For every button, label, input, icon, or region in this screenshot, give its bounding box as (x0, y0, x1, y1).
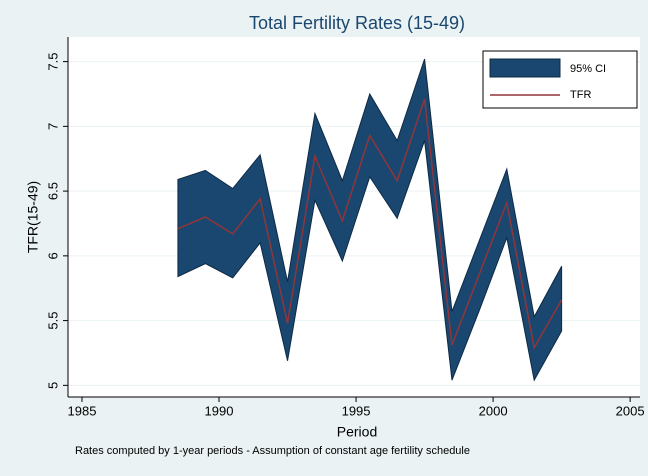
y-tick-label: 6.5 (45, 182, 60, 200)
legend-label: 95% CI (570, 63, 606, 75)
x-tick-label: 2000 (479, 403, 508, 418)
y-tick-label: 6 (45, 252, 60, 259)
x-tick-label: 1985 (68, 403, 97, 418)
legend-label: TFR (570, 89, 591, 101)
ci-band (177, 58, 563, 382)
legend-swatch (489, 58, 561, 78)
chart-title: Total Fertility Rates (15-49) (249, 13, 465, 33)
note: Rates computed by 1-year periods - Assum… (75, 445, 470, 457)
x-tick-label: 2005 (616, 403, 645, 418)
y-tick-label: 5 (45, 382, 60, 389)
y-tick-label: 7 (45, 123, 60, 130)
y-tick-label: 7.5 (45, 53, 60, 71)
y-axis-label: TFR(15-49) (25, 181, 41, 253)
tfr-line (177, 98, 563, 350)
x-tick-label: 1990 (205, 403, 234, 418)
x-axis-label: Period (337, 424, 377, 440)
y-tick-label: 5.5 (45, 312, 60, 330)
x-tick-label: 1995 (342, 403, 371, 418)
